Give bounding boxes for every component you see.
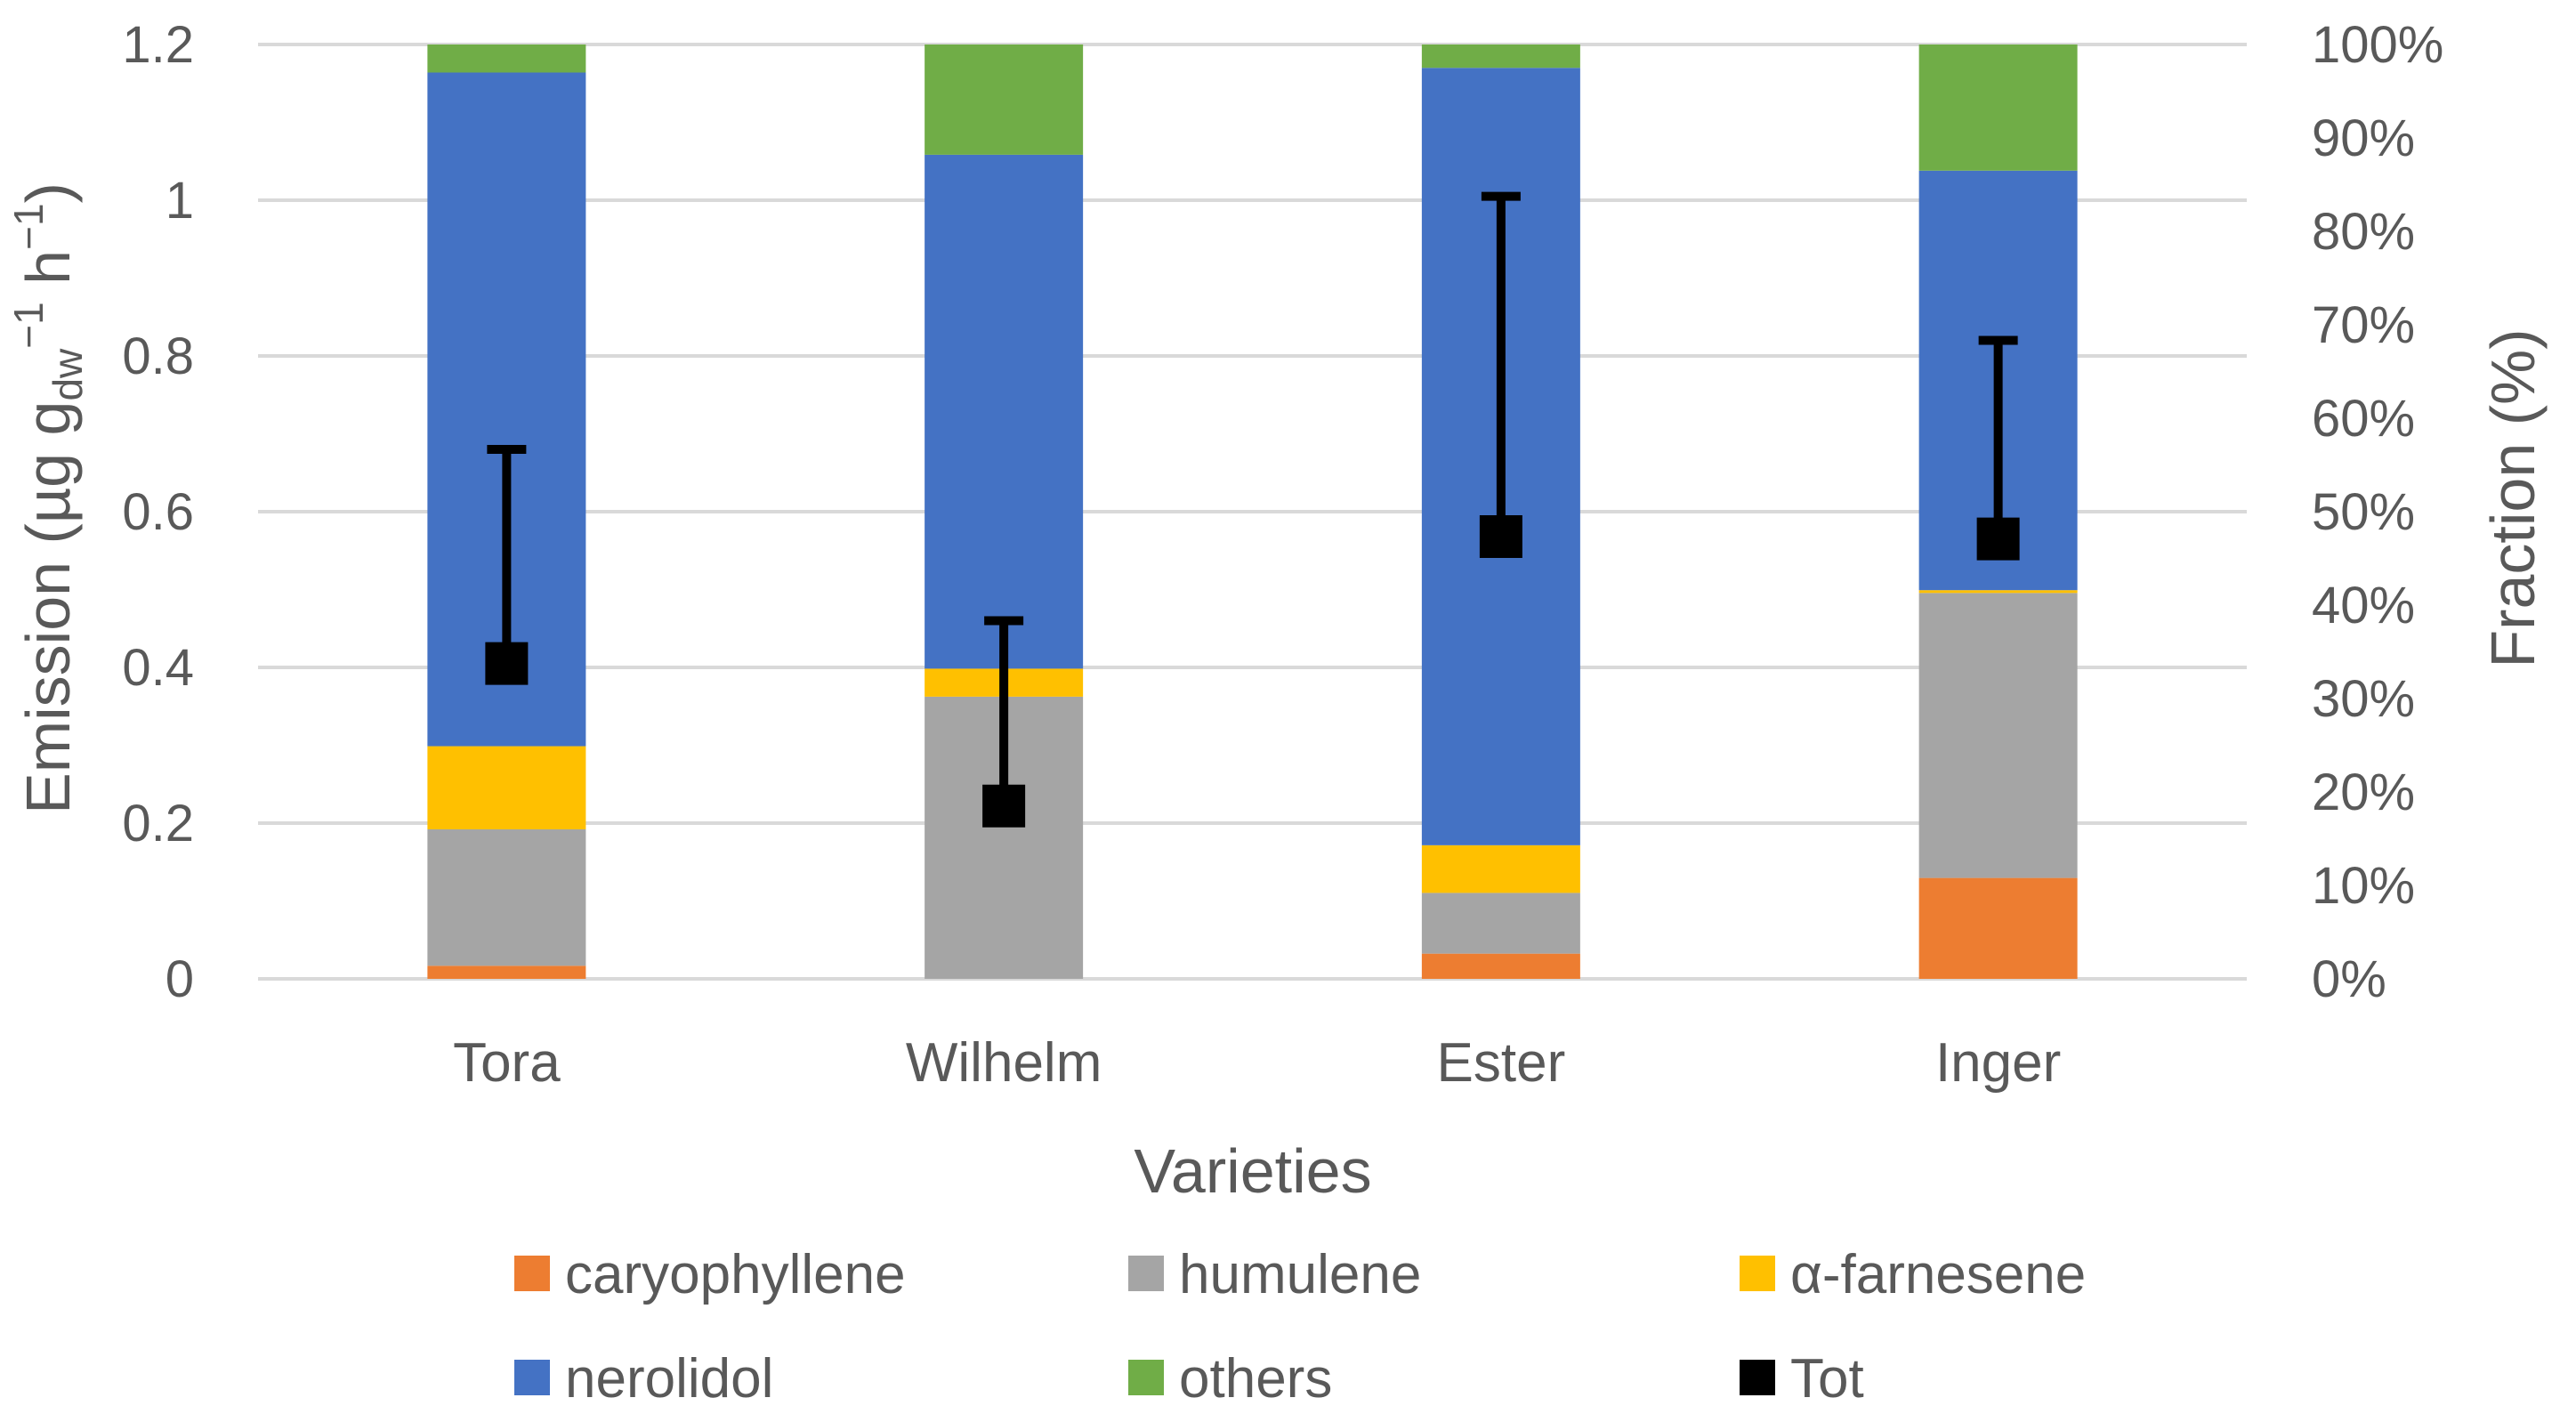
bar-segment-farnesene [1918, 590, 2078, 594]
bar-segment-others [1918, 44, 2078, 171]
category-label: Inger [1935, 1032, 2061, 1094]
legend-label: nerolidol [565, 1348, 773, 1410]
category-labels: Tora Wilhelm Ester Inger [453, 1032, 2061, 1094]
total-error-bars [485, 191, 2020, 828]
right-tick-label: 90% [2312, 109, 2415, 167]
y-label-prefix: Emission (µg g [13, 401, 83, 814]
right-axis-ticks: 0% 10% 20% 30% 40% 50% 60% 70% 80% 90% 100% [2312, 16, 2443, 1008]
bar-segment-farnesene [427, 746, 586, 829]
bar-segment-others [1421, 44, 1580, 69]
left-tick-label: 1 [166, 172, 194, 230]
y-label-sup1: −1 [5, 302, 52, 348]
right-tick-label: 30% [2312, 670, 2415, 728]
right-tick-label: 100% [2312, 16, 2443, 74]
y-axis-title-left: Emission (µg gdw−1 h−1) [5, 182, 91, 814]
legend: caryophyllene humulene α-farnesene nerolido… [514, 1244, 2086, 1410]
total-marker [982, 784, 1026, 828]
bar-segment-humulene [427, 829, 586, 966]
bar-segment-nerolidol [925, 154, 1084, 669]
x-axis-title: Varieties [1134, 1136, 1371, 1206]
right-tick-label: 10% [2312, 857, 2415, 915]
left-tick-label: 0.2 [122, 795, 194, 852]
y-label-sub1: dw [44, 348, 91, 401]
bar-segment-humulene [1918, 593, 2078, 878]
legend-label: Tot [1790, 1348, 1864, 1410]
right-tick-label: 40% [2312, 577, 2415, 634]
right-tick-label: 50% [2312, 483, 2415, 541]
legend-swatch [1128, 1256, 1164, 1291]
category-label: Wilhelm [906, 1032, 1102, 1094]
right-tick-label: 60% [2312, 390, 2415, 448]
legend-label: caryophyllene [565, 1244, 906, 1305]
right-tick-label: 20% [2312, 764, 2415, 821]
bar-segment-caryophyllene [1918, 877, 2078, 979]
left-tick-label: 1.2 [122, 16, 194, 74]
left-tick-label: 0 [166, 950, 194, 1008]
total-marker [1976, 517, 2020, 561]
gridlines [258, 43, 2247, 981]
legend-swatch [1740, 1360, 1775, 1395]
legend-swatch [514, 1360, 550, 1395]
legend-label: α-farnesene [1790, 1244, 2086, 1305]
left-axis-ticks: 0 0.2 0.4 0.6 0.8 1 1.2 [122, 16, 194, 1008]
legend-swatch [1128, 1360, 1164, 1395]
right-tick-label: 80% [2312, 203, 2415, 261]
legend-label: others [1179, 1348, 1332, 1410]
legend-swatch [514, 1256, 550, 1291]
right-tick-label: 70% [2312, 296, 2415, 354]
legend-label: humulene [1179, 1244, 1421, 1305]
y-label-suffix: ) [13, 182, 83, 203]
bar-segment-farnesene [1421, 844, 1580, 893]
right-tick-label: 0% [2312, 950, 2386, 1008]
category-label: Ester [1437, 1032, 1566, 1094]
left-tick-label: 0.8 [122, 327, 194, 385]
total-marker [485, 642, 529, 685]
bar-segment-caryophyllene [1421, 953, 1580, 979]
bar-segment-caryophyllene [427, 966, 586, 979]
category-label: Tora [453, 1032, 561, 1094]
total-marker [1479, 515, 1522, 558]
y-label-sup2: −1 [5, 203, 52, 249]
bar-segment-others [427, 44, 586, 73]
bar-segment-humulene [1421, 893, 1580, 954]
y-axis-title-right: Fraction (%) [2478, 328, 2548, 667]
y-label-mid: h [13, 250, 83, 302]
bar-segment-others [925, 44, 1084, 155]
left-tick-label: 0.4 [122, 639, 194, 697]
left-tick-label: 0.6 [122, 483, 194, 541]
legend-swatch [1740, 1256, 1775, 1291]
